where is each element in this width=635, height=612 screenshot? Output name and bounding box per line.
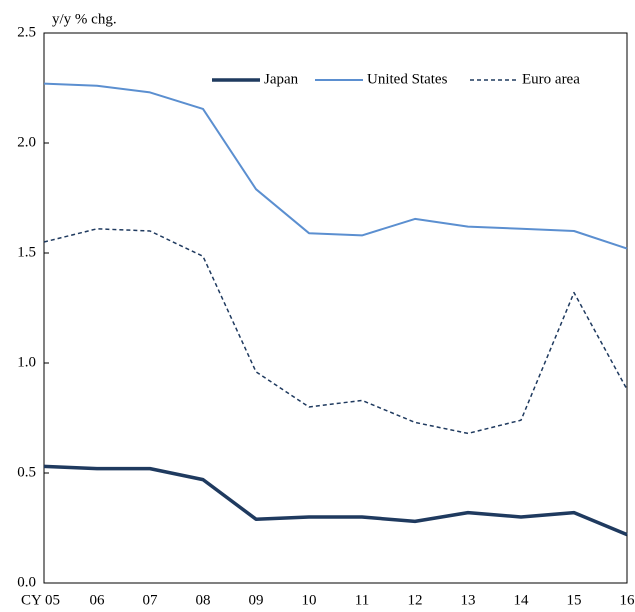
x-tick-label: 16 bbox=[620, 592, 635, 608]
y-tick-label: 2.5 bbox=[17, 24, 36, 40]
y-tick-label: 2.0 bbox=[17, 134, 36, 150]
x-tick-label: CY 05 bbox=[21, 592, 60, 608]
x-tick-label: 11 bbox=[355, 592, 369, 608]
x-tick-label: 12 bbox=[408, 592, 423, 608]
series-line bbox=[43, 464, 628, 537]
x-tick-label: 07 bbox=[143, 592, 159, 608]
x-tick-label: 13 bbox=[461, 592, 476, 608]
x-tick-label: 10 bbox=[302, 592, 317, 608]
y-axis-label: y/y % chg. bbox=[52, 11, 117, 27]
x-tick-label: 14 bbox=[514, 592, 530, 608]
y-tick-label: 0.5 bbox=[17, 464, 36, 480]
y-tick-label: 1.5 bbox=[17, 244, 36, 260]
series-line bbox=[43, 82, 628, 250]
legend-label: United States bbox=[367, 71, 448, 87]
legend-label: Japan bbox=[264, 71, 299, 87]
x-tick-label: 15 bbox=[567, 592, 582, 608]
x-tick-label: 09 bbox=[249, 592, 264, 608]
y-tick-label: 0.0 bbox=[17, 574, 36, 590]
legend-label: Euro area bbox=[522, 71, 580, 87]
series-line bbox=[43, 228, 628, 435]
x-tick-label: 06 bbox=[90, 592, 106, 608]
x-tick-label: 08 bbox=[196, 592, 211, 608]
plot-frame bbox=[43, 32, 628, 584]
y-tick-label: 1.0 bbox=[17, 354, 36, 370]
